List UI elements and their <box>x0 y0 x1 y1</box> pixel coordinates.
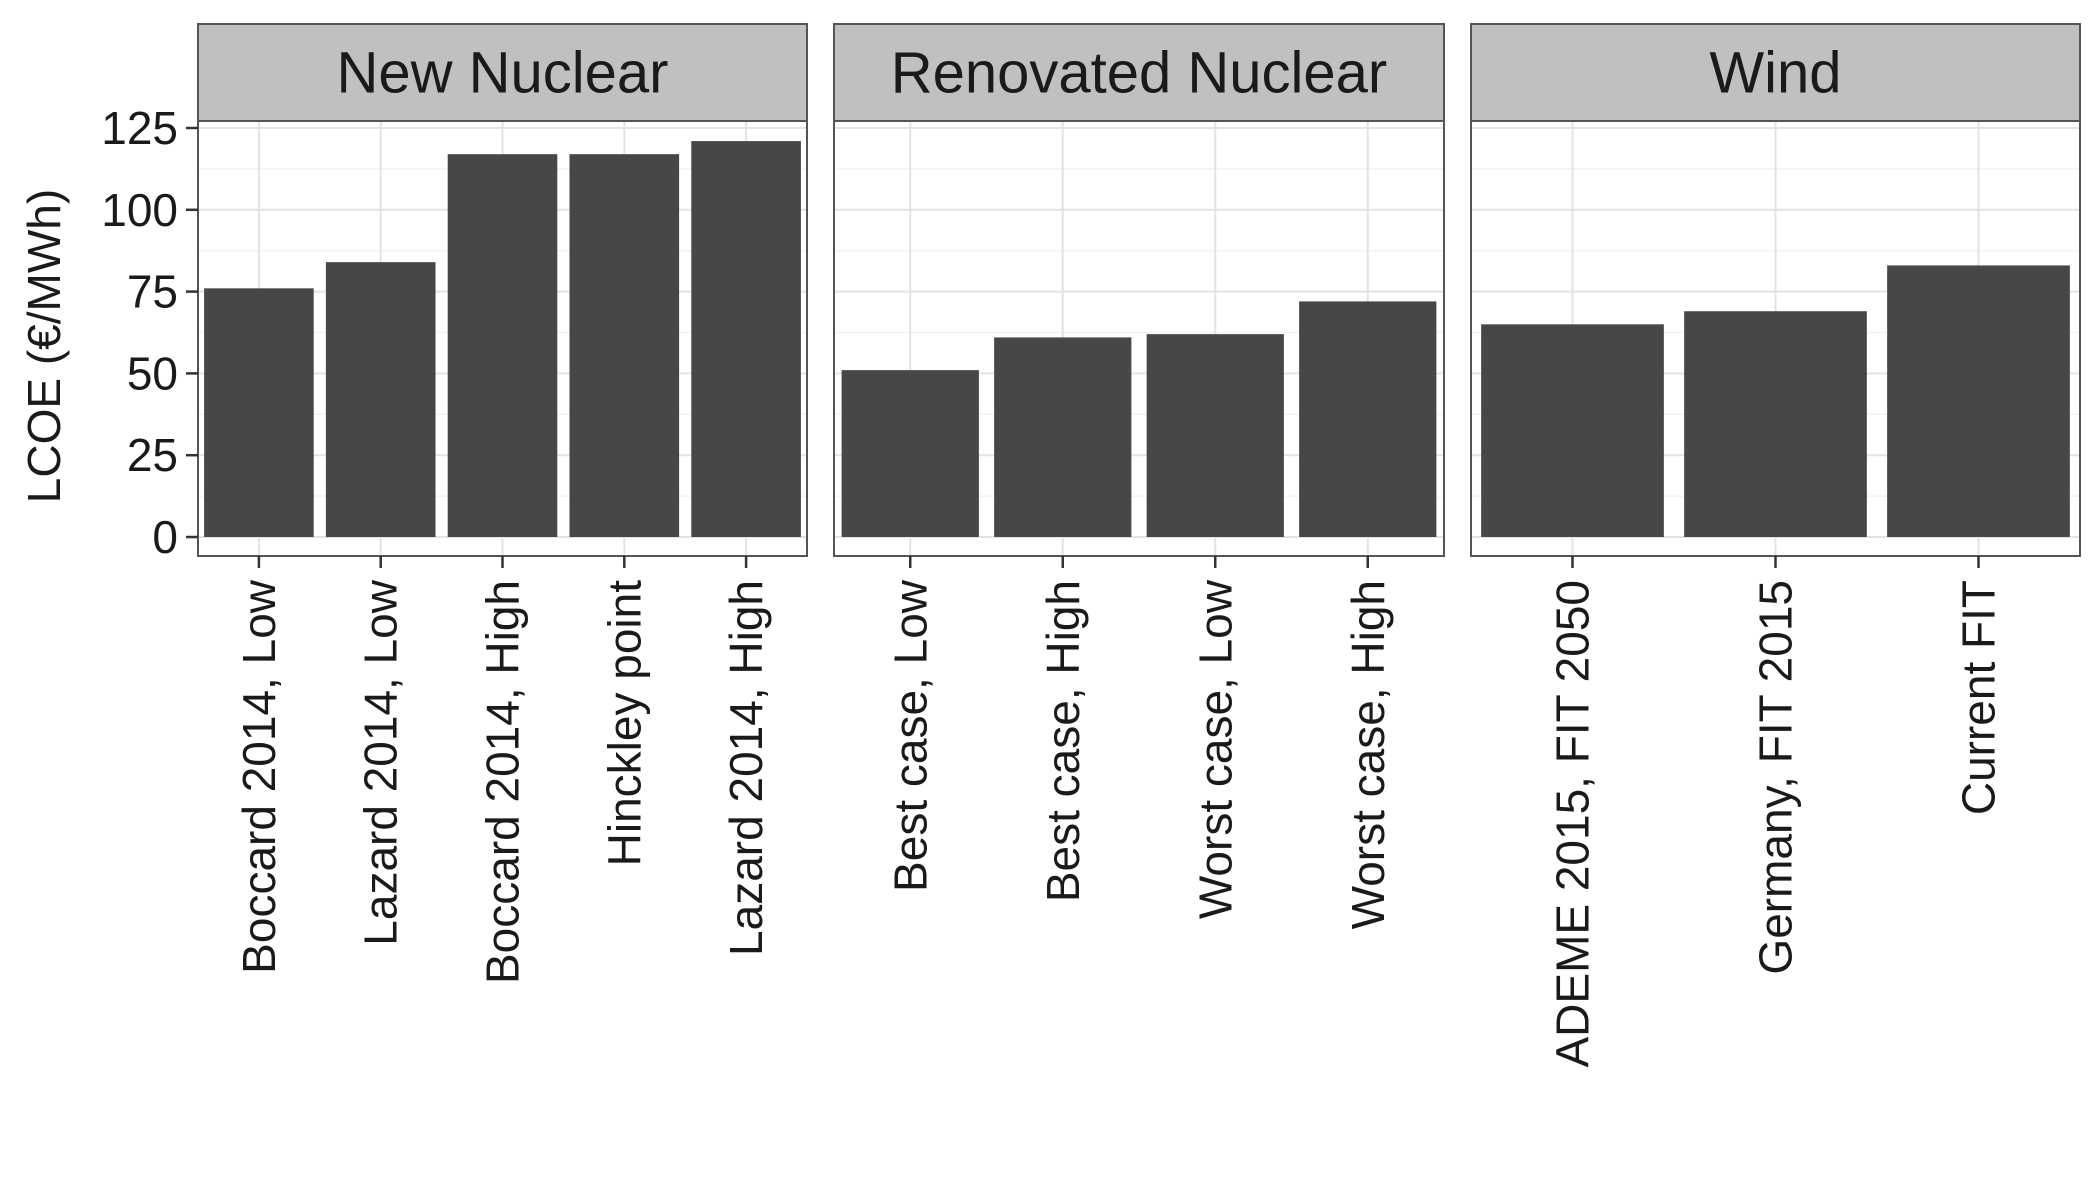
x-tick-label: Boccard 2014, High <box>477 580 529 984</box>
x-tick-label: Worst case, Low <box>1189 579 1241 919</box>
facet-panel-1: New Nuclear Boccard 2014, Low Lazard 2014,… <box>197 23 808 984</box>
bar <box>204 288 314 537</box>
facet-strip <box>833 23 1445 122</box>
bar <box>1481 324 1664 537</box>
bar <box>1887 265 2070 537</box>
facet-strip <box>197 23 808 122</box>
bar <box>691 141 801 537</box>
x-tick-label: Boccard 2014, Low <box>233 579 285 974</box>
bar <box>841 370 979 537</box>
panels-layer: New Nuclear Boccard 2014, Low Lazard 2014,… <box>101 23 2081 1068</box>
y-tick-label: 50 <box>127 347 178 399</box>
facet-strip <box>1470 23 2081 122</box>
bar <box>1299 301 1437 537</box>
y-axis-title: LCOE (€/MWh) <box>18 189 70 503</box>
x-tick-label: Lazard 2014, Low <box>355 579 407 945</box>
bar <box>994 337 1132 537</box>
facet-panel-2: Renovated Nuclear Best case, Low Best case… <box>833 23 1445 929</box>
facet-panel-3: Wind ADEME 2015, FIT 2050 Germany, FIT 201… <box>1470 23 2081 1068</box>
y-tick-label: 100 <box>101 184 178 236</box>
x-tick-label: Best case, High <box>1037 580 1089 902</box>
x-tick-label: ADEME 2015, FIT 2050 <box>1547 580 1599 1068</box>
bar <box>325 262 436 537</box>
x-tick-label: Current FIT <box>1953 580 2005 815</box>
x-tick-label: Germany, FIT 2015 <box>1750 580 1802 975</box>
bar <box>569 154 680 537</box>
facet-strip-label: Renovated Nuclear <box>891 41 1388 106</box>
x-tick-label: Hinckley point <box>598 580 650 867</box>
y-tick-label: 125 <box>101 102 178 154</box>
y-tick-label: 25 <box>127 429 178 481</box>
y-tick-label: 0 <box>152 511 178 563</box>
facet-strip-label: New Nuclear <box>337 41 669 106</box>
x-tick-label: Best case, Low <box>884 579 936 892</box>
x-tick-label: Worst case, High <box>1342 580 1394 929</box>
bar <box>1684 311 1867 537</box>
y-tick-label: 75 <box>127 266 178 318</box>
bar <box>1146 334 1284 537</box>
x-tick-label: Lazard 2014, High <box>720 580 772 956</box>
bar <box>447 154 558 537</box>
facet-strip-label: Wind <box>1709 41 1841 106</box>
